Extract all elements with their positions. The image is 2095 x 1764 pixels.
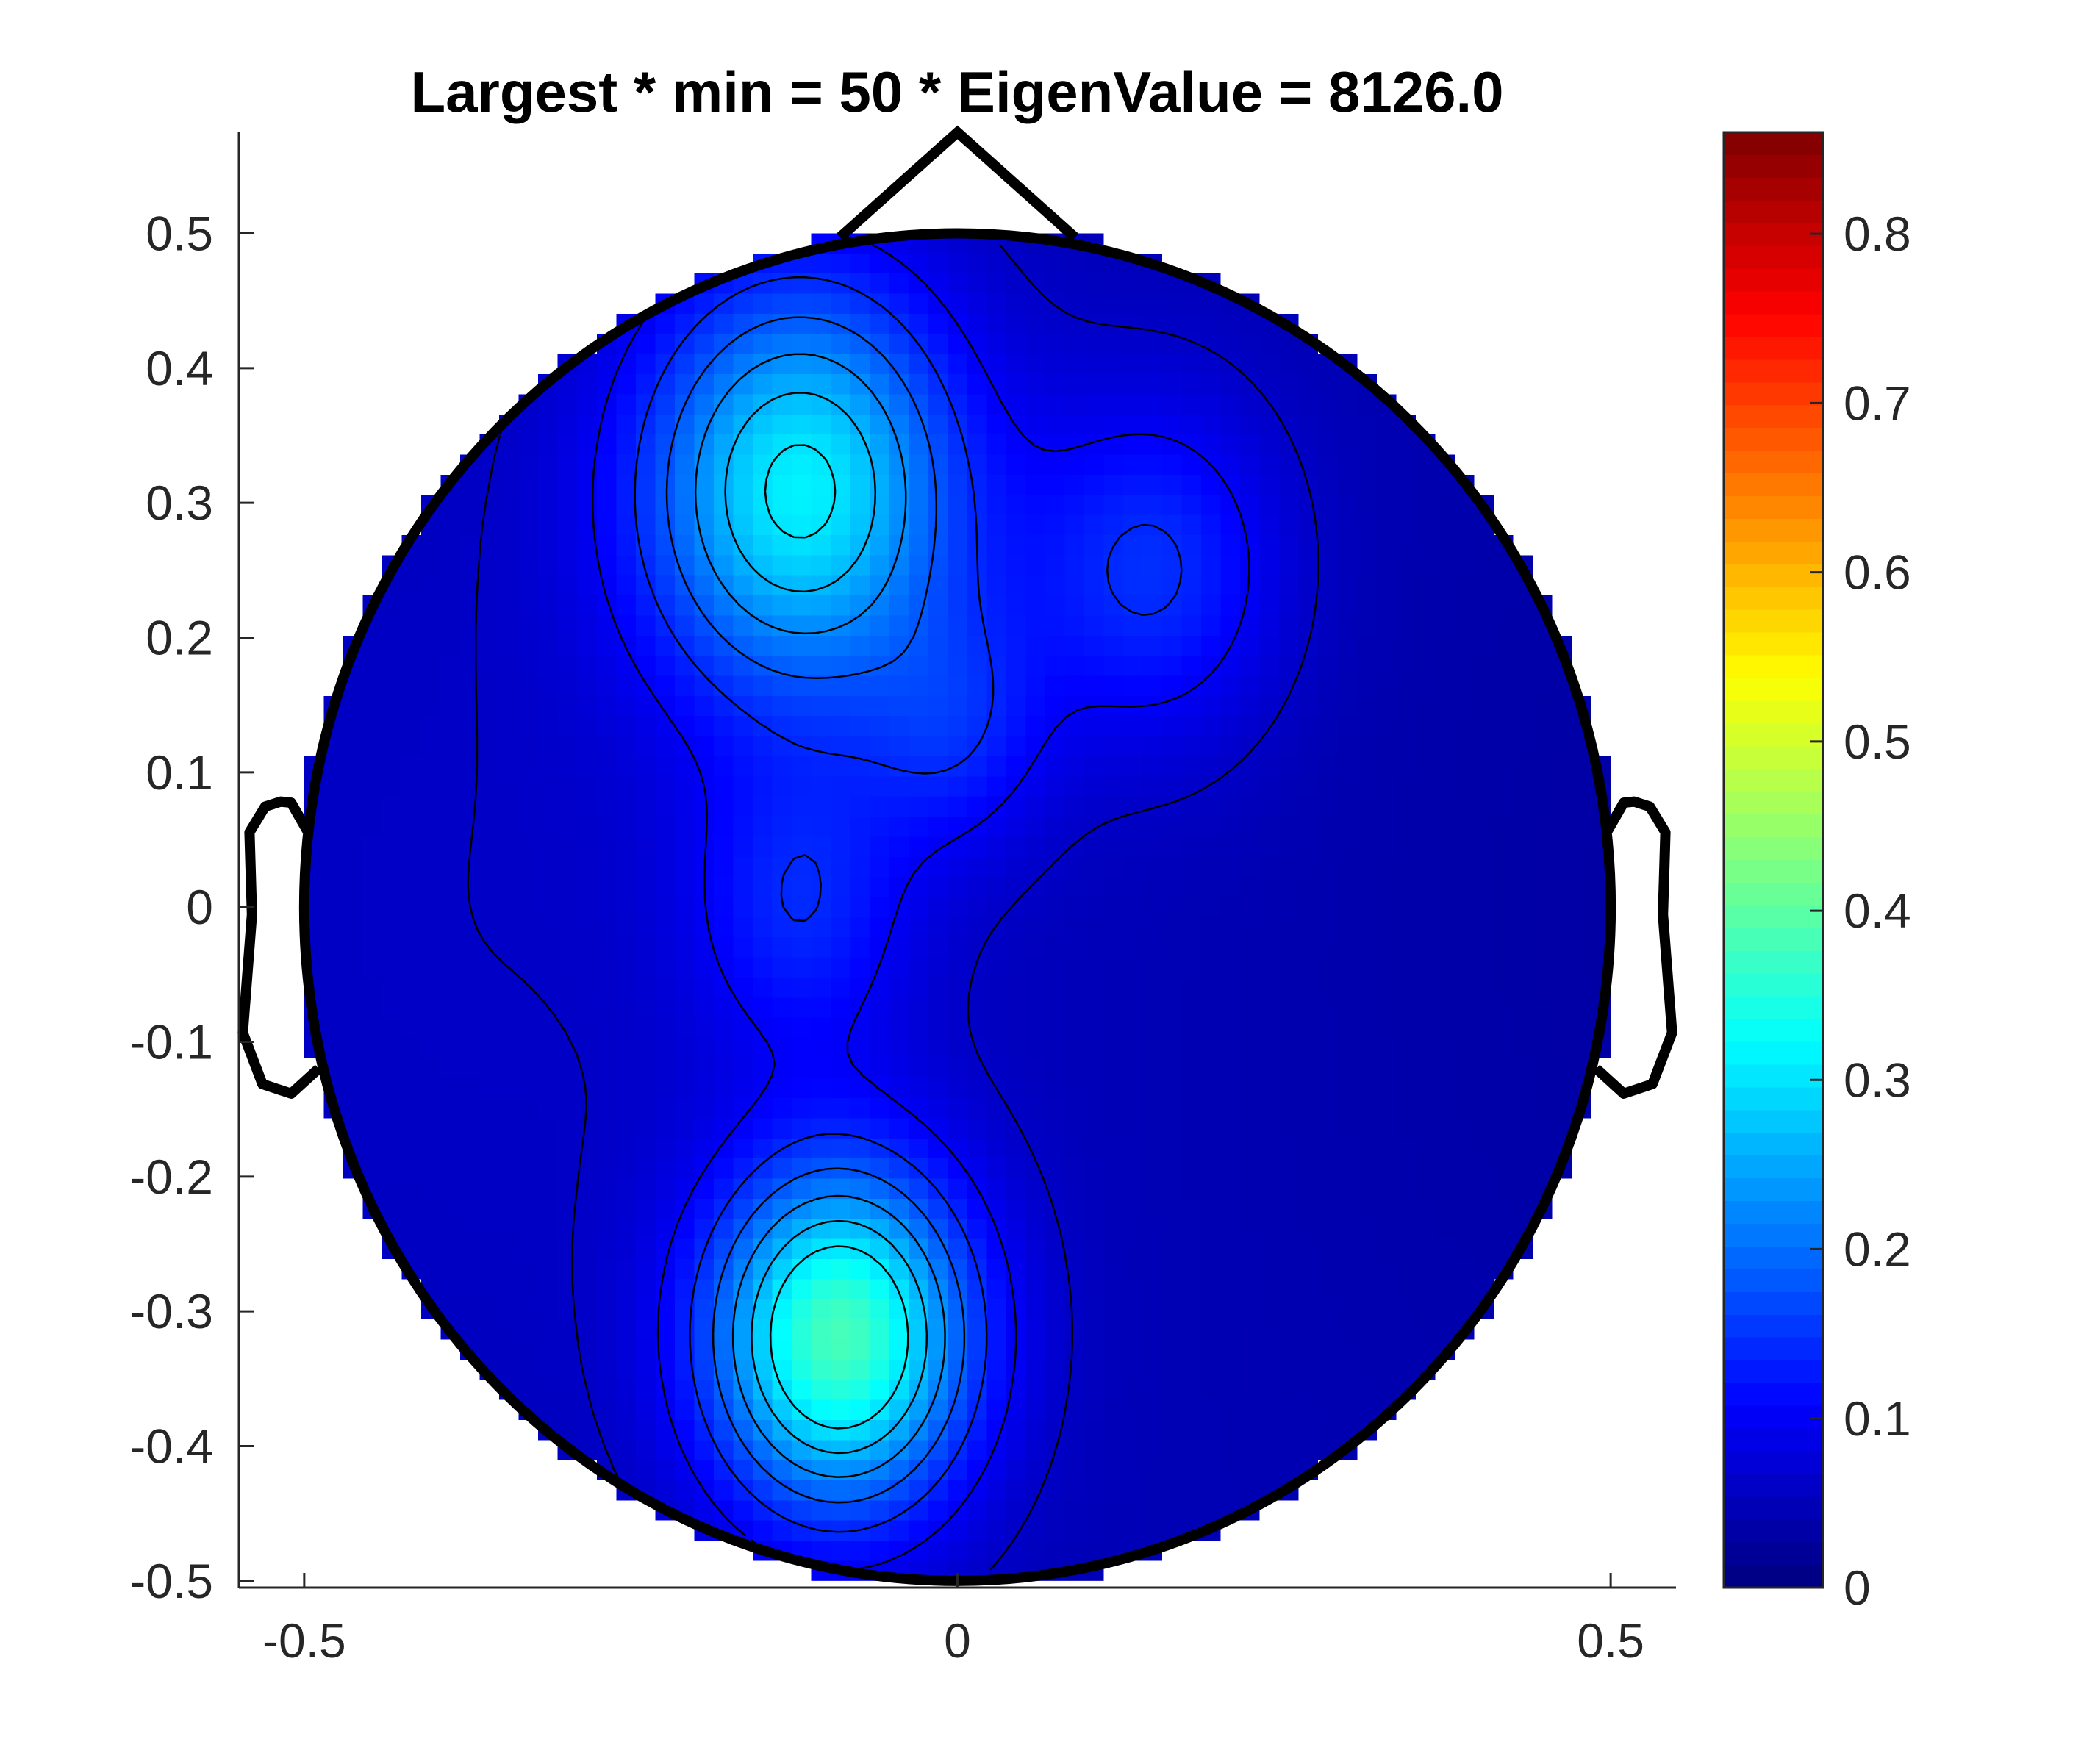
y-tick-label: -0.1: [129, 1015, 213, 1069]
y-tick-label: -0.2: [129, 1150, 213, 1204]
ear-left-outline: [237, 796, 323, 1099]
y-tick-label: -0.3: [129, 1284, 213, 1338]
colorbar-tick-label: 0.6: [1844, 545, 1911, 600]
colorbar-tick-label: 0.2: [1844, 1222, 1911, 1277]
x-tick-label: 0.5: [1577, 1613, 1644, 1668]
contour-lines: [467, 243, 1319, 1571]
colorbar-tick-label: 0.7: [1844, 376, 1911, 430]
y-tick-label: 0.2: [146, 611, 213, 665]
contour-level-1: [591, 243, 1250, 1571]
colorbar-tick-label: 0.4: [1844, 883, 1911, 938]
axes: -0.5 0 0.5 0.5 0.4 0.3 0.2 0.1 0 -0.1 -0.2 -0.3 -0.4…: [129, 132, 1676, 1668]
colorbar-tick-label: 0.5: [1844, 714, 1911, 769]
y-tick-label: 0.4: [146, 341, 213, 395]
colorbar-tick-label: 0.1: [1844, 1391, 1911, 1446]
plot-area: -0.5 0 0.5 0.5 0.4 0.3 0.2 0.1 0 -0.1 -0.2 -0.3 -0.4…: [129, 125, 1677, 1668]
colorbar-ticks: 0 0.1 0.2 0.3 0.4 0.5 0.6 0.7 0.8: [1810, 207, 1911, 1615]
contour-level-3: [665, 316, 966, 1504]
y-tick-label: -0.5: [129, 1554, 213, 1608]
y-tick-label: 0.5: [146, 207, 213, 261]
x-tick-label: -0.5: [262, 1613, 346, 1668]
chart-title: Largest * min = 50 * EigenValue = 8126.0: [410, 60, 1503, 124]
colorbar: 0 0.1 0.2 0.3 0.4 0.5 0.6 0.7 0.8: [1722, 131, 1911, 1615]
x-tick-label: 0: [944, 1613, 971, 1668]
y-tick-label: 0.1: [146, 745, 213, 800]
contour-level-6: [764, 444, 909, 1430]
nose-outline: [836, 125, 1079, 242]
ear-right-outline: [1592, 796, 1677, 1099]
y-tick-label: -0.4: [129, 1419, 213, 1474]
colorbar-gradient: [1724, 132, 1823, 1588]
colorbar-frame: [1722, 131, 1824, 1589]
head-outline: [237, 125, 1677, 1586]
y-tick-label: 0.3: [146, 476, 213, 530]
contour-level-2: [634, 276, 1183, 1533]
contour-level-5: [724, 392, 928, 1455]
scalp-heatmap: [304, 233, 1611, 1581]
contour-level-4: [694, 353, 946, 1478]
colorbar-tick-label: 0: [1844, 1560, 1871, 1615]
colorbar-tick-label: 0.3: [1844, 1053, 1911, 1107]
y-tick-label: 0: [186, 880, 213, 934]
contour-level-0: [467, 243, 1319, 1571]
colorbar-tick-label: 0.8: [1844, 207, 1911, 261]
